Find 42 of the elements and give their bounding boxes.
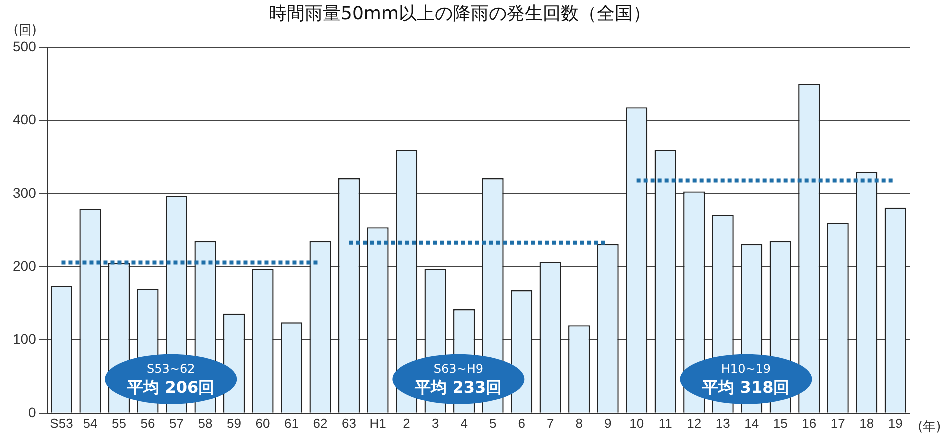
- x-tick-label: 54: [83, 416, 98, 431]
- x-tick-label: 16: [802, 416, 817, 431]
- x-axis-title: (年): [918, 420, 942, 435]
- chart-title: 時間雨量50mm以上の降雨の発生回数（全国）: [269, 3, 651, 24]
- x-tick-label: 6: [518, 416, 526, 431]
- x-tick-label: 7: [546, 416, 554, 431]
- x-tick-label: 15: [773, 416, 788, 431]
- y-tick-label: 200: [13, 258, 37, 274]
- y-tick-label: 400: [13, 112, 37, 128]
- x-tick-label: 14: [744, 416, 760, 431]
- x-tick-label: 55: [112, 416, 126, 431]
- x-tick-label: 18: [860, 416, 874, 431]
- x-tick-label: 3: [432, 416, 440, 431]
- x-tick-label: 11: [658, 416, 672, 431]
- x-tick-label: 57: [170, 416, 184, 431]
- y-tick-label: 300: [13, 184, 37, 201]
- annotation: S53~62 平均 206回: [126, 362, 215, 398]
- x-tick-label: 62: [313, 416, 328, 431]
- x-tick-label: 9: [604, 416, 612, 431]
- x-tick-label: 12: [687, 416, 702, 431]
- x-tick-label: S53: [50, 416, 74, 431]
- x-tick-label: 5: [489, 416, 497, 431]
- x-tick-label: 19: [888, 416, 903, 431]
- x-tick-label: 60: [256, 416, 270, 431]
- x-tick-label: 17: [830, 416, 846, 431]
- x-tick-label: H1: [370, 416, 386, 431]
- x-tick-label: 8: [576, 416, 583, 431]
- x-tick-label: 63: [342, 416, 357, 431]
- y-axis-title: (回): [14, 23, 37, 38]
- x-tick-label: 2: [403, 416, 410, 431]
- x-tick-label: 56: [140, 416, 156, 431]
- annotation: S63~H9 平均 233回: [414, 362, 502, 398]
- x-tick-label: 59: [227, 416, 242, 431]
- x-tick-label: 61: [284, 416, 300, 431]
- y-tick-label: 500: [13, 38, 37, 54]
- annotation: H10~19 平均 318回: [702, 362, 790, 398]
- y-tick-label: 100: [13, 331, 37, 348]
- y-tick-label: 0: [28, 404, 37, 420]
- x-tick-label: 4: [460, 416, 468, 431]
- x-tick-label: 13: [716, 416, 730, 431]
- x-tick-label: 58: [198, 416, 213, 431]
- x-tick-label: 10: [630, 416, 644, 431]
